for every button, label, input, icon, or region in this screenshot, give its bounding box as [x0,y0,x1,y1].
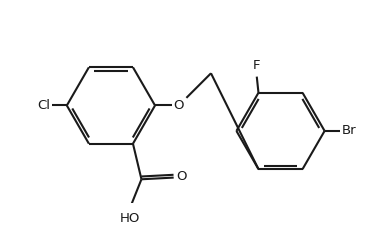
Text: Cl: Cl [37,99,50,112]
Text: HO: HO [119,212,140,225]
Text: O: O [176,170,187,183]
Text: O: O [173,99,184,112]
Text: Br: Br [341,124,356,137]
Text: F: F [253,59,261,72]
